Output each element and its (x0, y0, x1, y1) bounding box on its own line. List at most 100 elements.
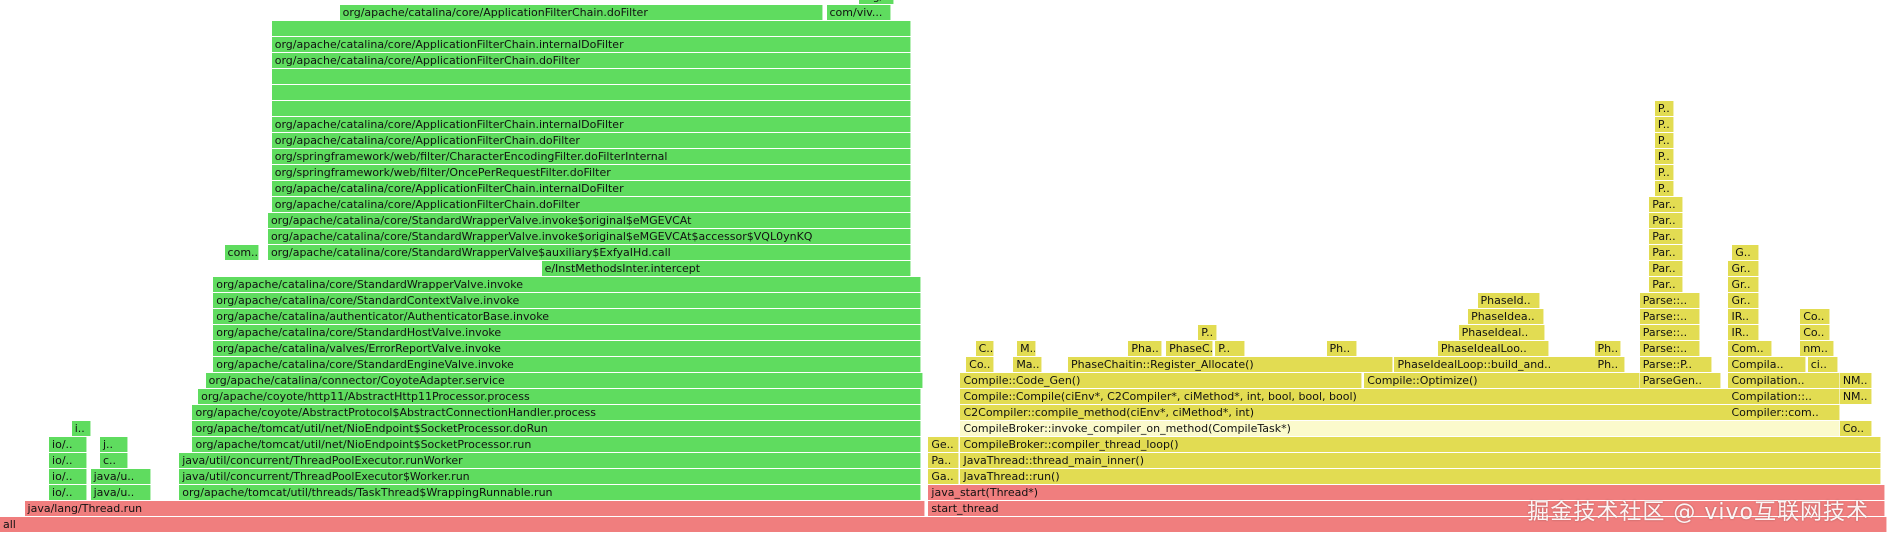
flame-frame[interactable]: CompileBroker::compiler_thread_loop() (960, 437, 1882, 452)
flame-frame[interactable]: i.. (71, 421, 91, 436)
flame-frame[interactable]: Par.. (1649, 277, 1684, 292)
flame-frame[interactable]: IR.. (1728, 325, 1759, 340)
flame-frame[interactable]: com/viv... (826, 5, 891, 20)
flame-frame[interactable]: Par.. (1649, 229, 1684, 244)
flame-frame[interactable]: M.. (1017, 341, 1036, 356)
flame-frame[interactable]: Gr.. (1728, 261, 1759, 276)
flame-frame[interactable]: org/apache/catalina/core/StandardContext… (213, 293, 921, 308)
flame-frame[interactable]: org/apache/catalina/core/ApplicationFilt… (271, 133, 912, 148)
flame-frame[interactable]: Com.. (1728, 341, 1772, 356)
flame-frame[interactable]: Compila.. (1728, 357, 1806, 372)
flame-frame[interactable]: Ph.. (1326, 341, 1357, 356)
flame-frame[interactable]: Gr.. (1728, 277, 1759, 292)
flame-frame[interactable]: all (0, 517, 1887, 532)
flame-frame[interactable]: c.. (100, 453, 129, 468)
flame-frame[interactable]: Gr.. (1728, 293, 1759, 308)
flame-frame[interactable]: org/apache/catalina/core/StandardWrapper… (267, 245, 912, 260)
flame-frame[interactable]: NM.. (1839, 389, 1872, 404)
flame-frame[interactable]: org/apache/catalina/core/ApplicationFilt… (271, 53, 912, 68)
flame-frame[interactable]: Par.. (1649, 197, 1684, 212)
flame-frame[interactable]: org/apache/catalina/core/StandardEngineV… (213, 357, 921, 372)
flame-frame[interactable]: io/.. (49, 485, 87, 500)
flame-frame[interactable]: org/apache/tomcat/util/net/NioEndpoint$S… (192, 437, 921, 452)
flame-frame[interactable]: Compilation::.. (1728, 389, 1840, 404)
flame-frame[interactable]: PhaseIdea.. (1468, 309, 1544, 324)
flame-frame[interactable]: JavaThread::run() (960, 469, 1882, 484)
flame-frame[interactable]: org/apache/coyote/AbstractProtocol$Abstr… (192, 405, 921, 420)
flame-frame[interactable]: ci.. (1807, 357, 1838, 372)
flame-frame[interactable]: Pa.. (928, 453, 959, 468)
flame-frame[interactable]: java_start(Thread*) (928, 485, 1886, 500)
flame-frame[interactable] (271, 101, 912, 116)
flame-frame[interactable]: j.. (100, 437, 129, 452)
flame-frame[interactable]: Co.. (1800, 309, 1831, 324)
flame-frame[interactable]: PhaseChaitin::Register_Allocate() (1068, 357, 1393, 372)
flame-frame[interactable]: java/lang/Thread.run (24, 501, 925, 516)
flame-frame[interactable]: Ge.. (928, 437, 959, 452)
flame-frame[interactable]: org/apache/catalina/authenticator/Authen… (213, 309, 921, 324)
flame-frame[interactable]: Co.. (966, 357, 995, 372)
flame-frame[interactable]: Compilation.. (1728, 373, 1840, 388)
flame-frame[interactable]: Parse::P.. (1639, 357, 1712, 372)
flame-frame[interactable]: Par.. (1649, 213, 1684, 228)
flame-frame[interactable]: PhaseIdealLoop::build_and.. (1394, 357, 1599, 372)
flame-frame[interactable]: Ph.. (1594, 357, 1625, 372)
flame-frame[interactable]: P.. (1654, 101, 1674, 116)
flame-frame[interactable]: Ma.. (1013, 357, 1042, 372)
flame-frame[interactable]: org/apache/catalina/core/StandardWrapper… (267, 213, 912, 228)
flame-frame[interactable]: org/apache/catalina/core/ApplicationFilt… (271, 37, 912, 52)
flame-frame[interactable]: G.. (1732, 245, 1759, 260)
flame-frame[interactable]: PhaseIdeal.. (1458, 325, 1546, 340)
flame-frame[interactable]: org/apache/catalina/core/ApplicationFilt… (271, 181, 912, 196)
flame-frame[interactable]: org/apache/catalina/core/StandardWrapper… (267, 229, 912, 244)
flame-frame[interactable]: PhaseId.. (1477, 293, 1540, 308)
flame-frame[interactable]: Par.. (1649, 261, 1684, 276)
flame-frame[interactable]: org/apache/tomcat/util/threads/TaskThrea… (179, 485, 921, 500)
flame-frame[interactable]: IR.. (1728, 309, 1759, 324)
flame-frame[interactable]: com.. (224, 245, 259, 260)
flame-frame[interactable]: P.. (1215, 341, 1246, 356)
flame-frame[interactable]: Compile::Optimize() (1364, 373, 1640, 388)
flame-frame[interactable]: P.. (1654, 181, 1674, 196)
flame-frame[interactable]: Ga.. (928, 469, 959, 484)
flame-frame[interactable]: org/apache/catalina/valves/ErrorReportVa… (213, 341, 921, 356)
flame-frame[interactable]: Compiler::com.. (1728, 405, 1840, 420)
flame-frame[interactable]: Parse::.. (1639, 341, 1701, 356)
flame-frame[interactable]: org/apache/catalina/core/StandardHostVal… (213, 325, 921, 340)
flame-frame[interactable]: org/apache/catalina/connector/CoyoteAdap… (205, 373, 923, 388)
flame-frame[interactable]: Par.. (1649, 245, 1684, 260)
flame-frame[interactable]: Compile::Compile(ciEnv*, C2Compiler*, ci… (960, 389, 1731, 404)
flame-frame[interactable]: org/apache/catalina/core/ApplicationFilt… (271, 117, 912, 132)
flame-frame[interactable]: P.. (1654, 117, 1674, 132)
flame-frame[interactable]: org/apache/catalina/core/ApplicationFilt… (271, 197, 912, 212)
flame-frame[interactable]: org/a... (858, 0, 895, 4)
flame-frame[interactable]: nm.. (1800, 341, 1835, 356)
flame-frame[interactable]: io/.. (49, 469, 87, 484)
flame-frame[interactable]: Parse::.. (1639, 325, 1701, 340)
flame-frame[interactable]: NM.. (1839, 373, 1872, 388)
flame-frame[interactable]: org/apache/coyote/http11/AbstractHttp11P… (198, 389, 921, 404)
flame-frame[interactable]: Co.. (1800, 325, 1831, 340)
flame-frame[interactable] (271, 85, 912, 100)
flame-frame[interactable]: Parse::.. (1639, 309, 1701, 324)
flame-frame[interactable]: e/InstMethodsInter.intercept (541, 261, 912, 276)
flame-frame[interactable]: org/apache/catalina/core/ApplicationFilt… (339, 5, 823, 20)
flame-frame[interactable]: ParseGen.. (1639, 373, 1721, 388)
flame-frame[interactable]: C.. (975, 341, 995, 356)
flame-frame[interactable]: P.. (1654, 149, 1674, 164)
flame-frame[interactable]: java/u.. (90, 469, 151, 484)
flame-frame[interactable]: Parse::.. (1639, 293, 1701, 308)
flame-frame[interactable] (271, 21, 912, 36)
flame-frame[interactable]: org/apache/catalina/core/StandardWrapper… (213, 277, 921, 292)
flame-frame[interactable]: java/u.. (90, 485, 151, 500)
flame-frame[interactable]: io/.. (49, 453, 87, 468)
flame-frame[interactable]: Ph.. (1594, 341, 1621, 356)
flame-frame[interactable]: P.. (1654, 133, 1674, 148)
flame-frame[interactable]: org/apache/tomcat/util/net/NioEndpoint$S… (192, 421, 921, 436)
flame-frame[interactable]: Pha.. (1128, 341, 1163, 356)
flame-frame[interactable]: Compile::Code_Gen() (960, 373, 1363, 388)
flame-frame[interactable]: org/springframework/web/filter/Character… (271, 149, 912, 164)
flame-frame[interactable]: start_thread (928, 501, 1886, 516)
flame-frame[interactable]: C2Compiler::compile_method(ciEnv*, ciMet… (960, 405, 1731, 420)
flame-frame[interactable]: P.. (1654, 165, 1674, 180)
